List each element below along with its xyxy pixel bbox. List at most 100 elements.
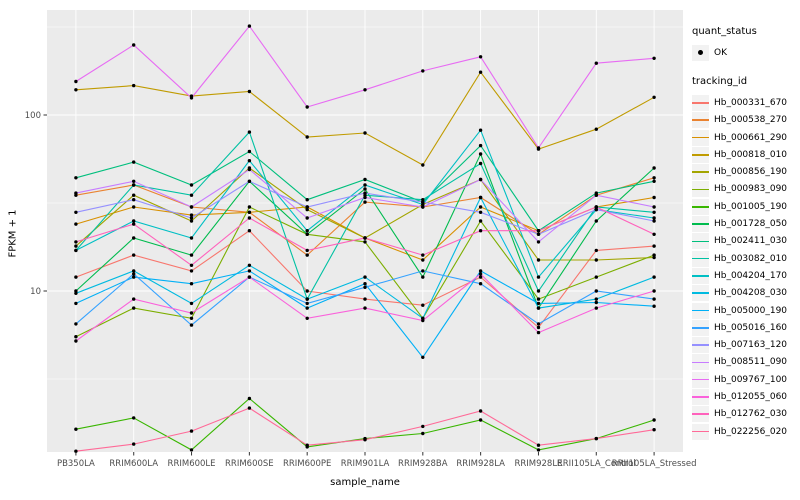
- data-point: [247, 159, 252, 163]
- data-point: [363, 177, 367, 182]
- data-point: [652, 95, 656, 100]
- data-point: [74, 79, 78, 84]
- data-point: [132, 193, 136, 197]
- data-point: [594, 275, 598, 279]
- data-point: [132, 179, 136, 183]
- legend-title-quant-status: quant_status: [692, 26, 757, 37]
- data-point: [132, 198, 136, 202]
- data-point: [363, 282, 367, 286]
- data-point: [132, 43, 136, 47]
- data-point: [305, 135, 309, 139]
- x-tick-label: RRII105LA_Control: [557, 459, 636, 469]
- data-point: [594, 297, 598, 301]
- data-point: [536, 232, 541, 236]
- legend-item-Hb_012055_060: Hb_012055_060: [692, 388, 800, 405]
- data-point: [74, 191, 78, 195]
- data-point: [363, 131, 367, 135]
- data-point: [132, 306, 136, 310]
- data-point: [478, 229, 483, 233]
- data-point: [478, 205, 483, 209]
- legend-item-Hb_022256_020: Hb_022256_020: [692, 423, 800, 440]
- legend-quant-status-items: OK: [692, 44, 800, 61]
- data-point: [363, 195, 367, 200]
- data-point: [247, 396, 252, 401]
- data-point: [189, 323, 194, 327]
- line-key-icon: [692, 146, 709, 163]
- data-point: [305, 253, 309, 257]
- data-point: [189, 236, 194, 240]
- data-point: [189, 253, 194, 257]
- series-color-line-icon: [692, 257, 709, 260]
- data-point: [478, 269, 483, 273]
- data-point: [421, 269, 425, 273]
- data-point: [594, 258, 598, 262]
- data-point: [478, 70, 483, 74]
- data-point: [132, 222, 136, 226]
- legend-item-label: Hb_005016_160: [714, 322, 788, 333]
- data-point: [305, 306, 309, 310]
- data-point: [652, 216, 656, 220]
- series-color-line-icon: [692, 378, 709, 381]
- data-point: [536, 448, 541, 452]
- legend-item-label: Hb_012762_030: [714, 409, 788, 420]
- data-point: [247, 130, 252, 134]
- data-point: [247, 275, 252, 279]
- legend-item-Hb_000661_290: Hb_000661_290: [692, 129, 800, 146]
- data-point: [478, 272, 483, 276]
- data-point: [305, 316, 309, 320]
- data-point: [247, 406, 252, 410]
- data-point: [363, 285, 367, 289]
- data-point: [536, 301, 541, 306]
- data-point: [594, 300, 598, 305]
- legend-item-Hb_000983_090: Hb_000983_090: [692, 181, 800, 198]
- line-key-icon: [692, 319, 709, 336]
- data-point: [421, 205, 425, 209]
- series-color-line-icon: [692, 171, 709, 173]
- data-point: [652, 428, 656, 432]
- data-point: [421, 258, 425, 262]
- data-point: [132, 253, 136, 257]
- series-color-line-icon: [692, 102, 709, 104]
- data-point: [74, 322, 78, 326]
- data-point: [421, 202, 425, 207]
- data-point: [536, 146, 541, 150]
- point-marker-icon: [698, 50, 703, 56]
- data-point: [305, 229, 309, 233]
- data-point: [247, 89, 252, 94]
- x-tick-label: RRIM600PE: [283, 459, 331, 469]
- data-point: [421, 431, 425, 436]
- data-point: [594, 248, 598, 253]
- data-point: [478, 152, 483, 156]
- legend-item-Hb_009767_100: Hb_009767_100: [692, 371, 800, 388]
- data-point: [536, 229, 541, 233]
- data-point: [74, 222, 78, 226]
- data-point: [363, 275, 367, 279]
- legend-item-Hb_004204_170: Hb_004204_170: [692, 267, 800, 284]
- data-point: [652, 195, 656, 200]
- legend-item-Hb_004208_030: Hb_004208_030: [692, 285, 800, 302]
- data-point: [363, 236, 367, 240]
- data-point: [189, 282, 194, 286]
- data-point: [247, 179, 252, 183]
- data-point: [421, 275, 425, 279]
- data-point: [652, 56, 656, 60]
- legend-item-Hb_000818_010: Hb_000818_010: [692, 146, 800, 163]
- data-point: [74, 427, 78, 431]
- legend-item-ok: OK: [692, 44, 800, 61]
- data-point: [594, 306, 598, 310]
- x-tick-label: RRIM600SE: [225, 459, 274, 469]
- data-point: [478, 409, 483, 413]
- line-key-icon: [692, 267, 709, 284]
- legend-item-Hb_000331_670: Hb_000331_670: [692, 94, 800, 111]
- data-point: [536, 240, 541, 244]
- data-point: [363, 306, 367, 310]
- series-color-line-icon: [692, 344, 709, 346]
- legend-item-Hb_001005_190: Hb_001005_190: [692, 198, 800, 215]
- x-tick-label: PB350LA: [57, 459, 95, 469]
- legend-item-Hb_003082_010: Hb_003082_010: [692, 250, 800, 267]
- legend-item-Hb_000856_190: Hb_000856_190: [692, 163, 800, 181]
- data-point: [421, 318, 425, 323]
- legend-item-label: Hb_001005_190: [714, 201, 788, 212]
- legend-tracking-id-items: Hb_000331_670 Hb_000538_270 Hb_000661_290 H…: [692, 94, 800, 440]
- data-point: [132, 160, 136, 164]
